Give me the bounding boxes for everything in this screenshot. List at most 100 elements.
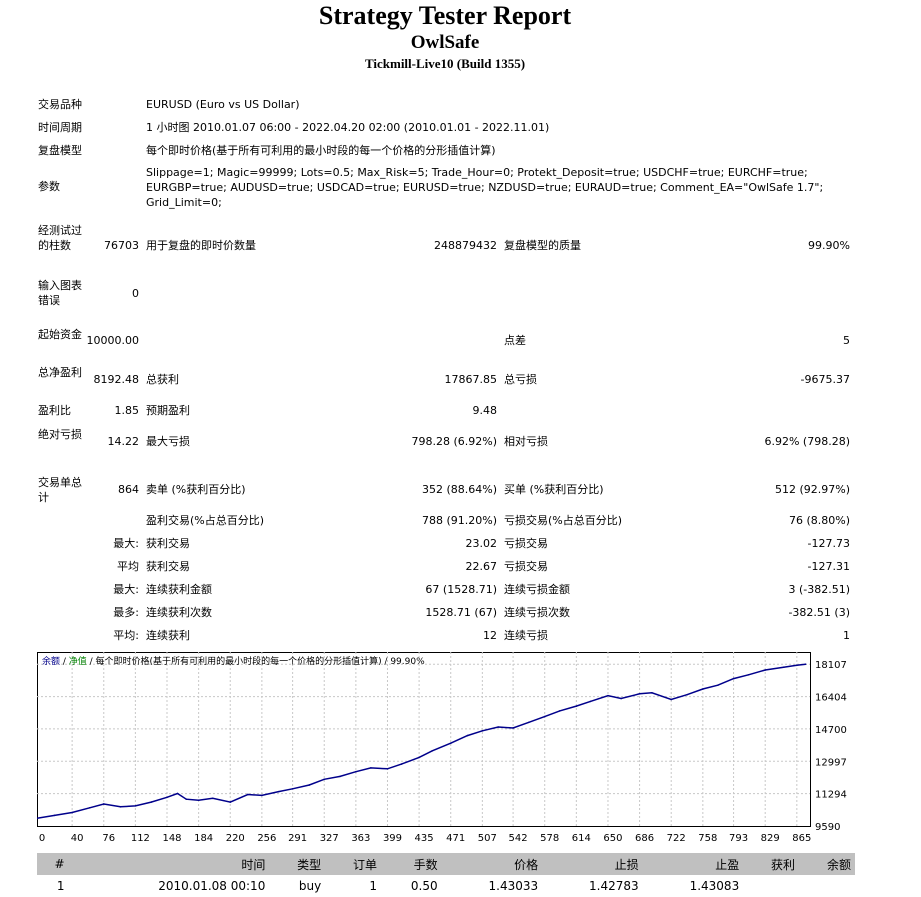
balance-point bbox=[497, 726, 499, 728]
deal-cell: 2010.01.08 00:10 bbox=[158, 879, 266, 893]
x-tick-label: 471 bbox=[446, 833, 465, 844]
deal-cell: 1.43033 bbox=[488, 879, 539, 893]
balance-point bbox=[261, 794, 263, 797]
gross-loss-value: -9675.37 bbox=[800, 373, 850, 386]
legend-rest: / 每个即时价格(基于所有可利用的最小时段的每一个价格的分形插值计算) / 99… bbox=[86, 657, 425, 667]
deal-cell: buy bbox=[298, 879, 322, 893]
balance-point bbox=[37, 817, 38, 820]
deal-cell bbox=[799, 875, 855, 897]
expected-payoff-label: 预期盈利 bbox=[146, 404, 190, 417]
avg-cons-prefix: 平均: bbox=[113, 629, 139, 642]
bars-value: 76703 bbox=[104, 239, 139, 252]
max-cons-wins-value: 67 (1528.71) bbox=[425, 583, 497, 596]
x-tick-label: 0 bbox=[39, 833, 45, 844]
y-tick-label: 9590 bbox=[815, 822, 840, 833]
avg-cons-losses-label: 连续亏损 bbox=[504, 629, 548, 642]
long-trades-value: 512 (92.97%) bbox=[774, 483, 850, 496]
avg-cons-wins-label: 连续获利 bbox=[146, 629, 190, 642]
legend-balance: 余额 bbox=[42, 657, 61, 667]
params-label: 参数 bbox=[38, 180, 60, 193]
balance-point bbox=[229, 801, 232, 803]
quality-label: 复盘模型的质量 bbox=[504, 239, 581, 252]
largest-loss-label: 亏损交易 bbox=[504, 537, 548, 550]
balance-point bbox=[185, 798, 188, 801]
loss-trades-label: 亏损交易(%占总百分比) bbox=[504, 514, 623, 527]
balance-point bbox=[88, 806, 91, 809]
x-tick-label: 112 bbox=[131, 833, 150, 844]
max-cons-losses-value: 3 (-382.51) bbox=[788, 583, 850, 596]
mismatch-label: 输入图表错误 bbox=[38, 279, 82, 307]
spread-value: 5 bbox=[843, 334, 850, 347]
rel-drawdown-value: 6.92% (798.28) bbox=[764, 435, 850, 448]
y-tick-label: 18107 bbox=[815, 660, 847, 671]
deal-cell: 1.43083 bbox=[689, 879, 740, 893]
balance-point bbox=[247, 793, 249, 796]
profit-factor-label: 盈利比 bbox=[38, 404, 71, 417]
balance-point bbox=[638, 692, 641, 695]
max-drawdown-value: 798.28 (6.92%) bbox=[411, 435, 497, 448]
report-title: Strategy Tester Report bbox=[318, 1, 572, 30]
deals-header-cell: 余额 bbox=[799, 853, 855, 875]
balance-point bbox=[102, 803, 105, 805]
model-label: 复盘模型 bbox=[38, 144, 82, 157]
profit-trades-label: 盈利交易(%占总百分比) bbox=[146, 514, 265, 527]
x-tick-label: 291 bbox=[288, 833, 307, 844]
max-drawdown-label: 最大亏损 bbox=[146, 435, 190, 448]
x-tick-label: 40 bbox=[71, 833, 84, 844]
balance-point bbox=[166, 796, 168, 799]
period-label: 时间周期 bbox=[38, 121, 82, 134]
balance-point bbox=[466, 734, 469, 737]
chart-caption: 余额 / 净值 / 每个即时价格(基于所有可利用的最小时段的每一个价格的分形插值… bbox=[42, 654, 425, 667]
deposit-value: 10000.00 bbox=[86, 334, 140, 347]
x-tick-label: 148 bbox=[162, 833, 181, 844]
balance-point bbox=[607, 694, 609, 697]
balance-point bbox=[764, 669, 767, 671]
balance-point bbox=[589, 700, 592, 703]
gross-profit-label: 总获利 bbox=[146, 373, 179, 386]
deal-cell: 1.42783 bbox=[589, 879, 639, 893]
largest-prefix: 最大: bbox=[113, 537, 139, 550]
avg-loss-label: 亏损交易 bbox=[504, 560, 548, 573]
balance-point bbox=[308, 784, 311, 786]
max-cons-losses-label: 连续亏损金额 bbox=[504, 583, 570, 596]
balance-point bbox=[369, 767, 372, 769]
short-trades-label: 卖单 (%获利百分比) bbox=[146, 483, 246, 496]
balance-point bbox=[339, 775, 341, 778]
deals-table: # 时间 类型 订单 手数 价格 止损 止盈 获利 余额 1 2010.01.08 00:10 buy… bbox=[37, 853, 855, 897]
balance-point bbox=[400, 763, 403, 765]
balance-point bbox=[558, 710, 561, 712]
x-tick-label: 76 bbox=[102, 833, 115, 844]
gross-profit-value: 17867.85 bbox=[444, 373, 498, 386]
balance-point bbox=[575, 705, 578, 707]
balance-point bbox=[291, 787, 294, 790]
x-tick-label: 650 bbox=[603, 833, 622, 844]
x-tick-label: 542 bbox=[509, 833, 528, 844]
x-tick-label: 363 bbox=[351, 833, 370, 844]
y-tick-label: 14700 bbox=[815, 725, 847, 736]
net-profit-label: 总净盈利 bbox=[38, 366, 82, 379]
x-tick-label: 507 bbox=[478, 833, 497, 844]
total-trades-label: 交易单总计 bbox=[38, 476, 82, 504]
deals-header-cell: 获利 bbox=[743, 853, 800, 875]
deals-header-cell: 止盈 bbox=[642, 853, 744, 875]
deals-header-cell: 订单 bbox=[325, 853, 382, 875]
loss-trades-value: 76 (8.80%) bbox=[788, 514, 850, 527]
balance-point bbox=[716, 684, 719, 687]
abs-drawdown-label: 绝对亏损 bbox=[38, 428, 82, 441]
maximal-cons-loss-value: -382.51 (3) bbox=[788, 606, 850, 619]
net-profit-value: 8192.48 bbox=[93, 373, 140, 386]
deals-header-cell: # bbox=[37, 853, 69, 875]
max-cons-wins-label: 连续获利金额 bbox=[146, 583, 212, 596]
legend-equity: 净值 bbox=[68, 657, 87, 667]
plot-frame bbox=[37, 652, 811, 827]
balance-point bbox=[620, 697, 622, 700]
x-tick-label: 829 bbox=[761, 833, 780, 844]
abs-drawdown-value: 14.22 bbox=[107, 435, 140, 448]
expert-name: OwlSafe bbox=[410, 32, 480, 53]
symbol-value: EURUSD (Euro vs US Dollar) bbox=[146, 98, 300, 111]
balance-point bbox=[512, 727, 514, 729]
balance-point bbox=[53, 814, 56, 817]
largest-profit-value: 23.02 bbox=[465, 537, 498, 550]
balance-point bbox=[670, 698, 673, 701]
balance-point bbox=[702, 688, 704, 690]
